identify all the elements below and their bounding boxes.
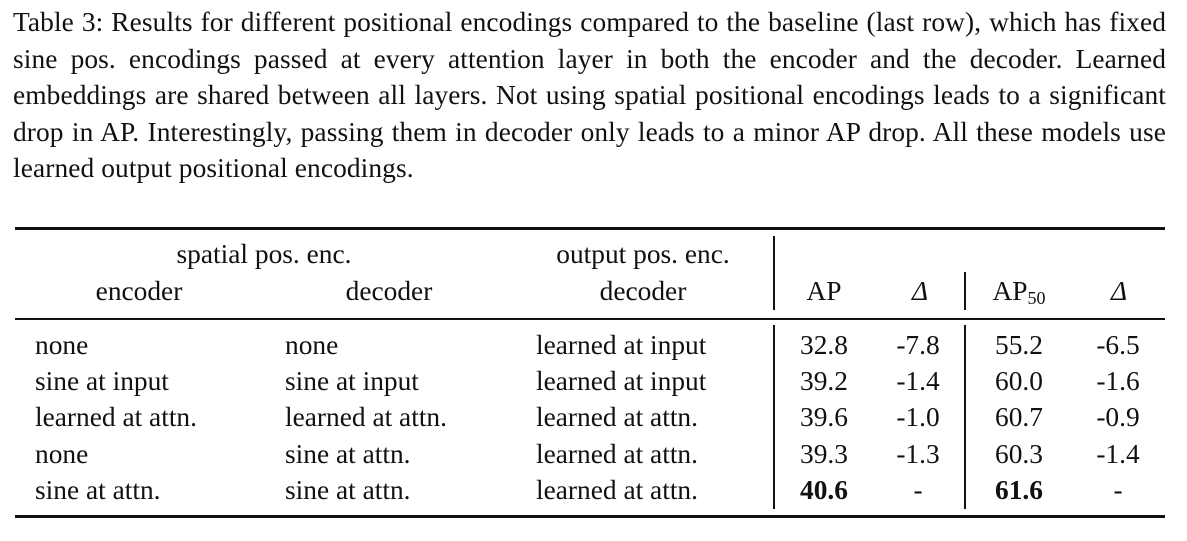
row-5-ap: 40.6 [800, 475, 848, 505]
header-delta-ap: Δ [911, 276, 929, 306]
row-5-decoder: sine at attn. [285, 475, 411, 505]
row-3-delta-ap50: -0.9 [1096, 402, 1140, 432]
header-ap50: AP50 [992, 275, 1045, 310]
row-5-encoder: sine at attn. [35, 475, 161, 505]
row-2-delta-ap: -1.4 [896, 366, 940, 396]
row-1-delta-ap50: -6.5 [1096, 330, 1140, 360]
row-5-delta-ap50: - [1113, 475, 1123, 505]
header-group-spatial: spatial pos. enc. [176, 239, 352, 269]
row-3-ap: 39.6 [800, 402, 848, 432]
row-3-encoder: learned at attn. [35, 402, 197, 432]
row-3-ap50: 60.7 [995, 402, 1043, 432]
column-divider-ap50-body [964, 325, 966, 509]
header-ap50-main: AP [992, 276, 1028, 306]
row-5-ap50: 61.6 [995, 475, 1043, 505]
row-5-output: learned at attn. [536, 475, 698, 505]
row-3-delta-ap: -1.0 [896, 402, 940, 432]
header-decoder: decoder [345, 276, 433, 306]
row-2-delta-ap50: -1.6 [1096, 366, 1140, 396]
row-4-decoder: sine at attn. [285, 439, 411, 469]
row-1-delta-ap: -7.8 [896, 330, 940, 360]
table-caption: Table 3: Results for different positiona… [13, 7, 1166, 184]
row-1-ap: 32.8 [800, 330, 848, 360]
row-2-output: learned at input [536, 366, 707, 396]
row-4-output: learned at attn. [536, 439, 698, 469]
row-2-ap50: 60.0 [995, 366, 1043, 396]
header-ap: AP [806, 276, 842, 306]
row-4-delta-ap50: -1.4 [1096, 439, 1140, 469]
table-header-rule [15, 318, 1165, 320]
header-delta-ap50: Δ [1110, 276, 1128, 306]
row-1-output: learned at input [536, 330, 707, 360]
row-2-ap: 39.2 [800, 366, 848, 396]
column-divider-ap50 [964, 272, 966, 310]
row-3-decoder: learned at attn. [285, 402, 447, 432]
row-1-decoder: none [285, 330, 339, 360]
table-bottom-rule [15, 515, 1165, 518]
row-2-encoder: sine at input [35, 366, 169, 396]
row-1-ap50: 55.2 [995, 330, 1043, 360]
row-4-ap50: 60.3 [995, 439, 1043, 469]
header-output-decoder: decoder [599, 276, 687, 306]
header-group-output: output pos. enc. [556, 239, 730, 269]
table-top-rule [15, 227, 1165, 230]
row-2-decoder: sine at input [285, 366, 419, 396]
row-5-delta-ap: - [913, 475, 923, 505]
row-3-output: learned at attn. [536, 402, 698, 432]
column-divider-output [773, 236, 775, 310]
row-4-ap: 39.3 [800, 439, 848, 469]
header-encoder: encoder [95, 276, 183, 306]
row-4-encoder: none [35, 439, 89, 469]
row-4-delta-ap: -1.3 [896, 439, 940, 469]
column-divider-output-body [773, 325, 775, 509]
row-1-encoder: none [35, 330, 89, 360]
header-ap50-subscript: 50 [1027, 288, 1046, 308]
